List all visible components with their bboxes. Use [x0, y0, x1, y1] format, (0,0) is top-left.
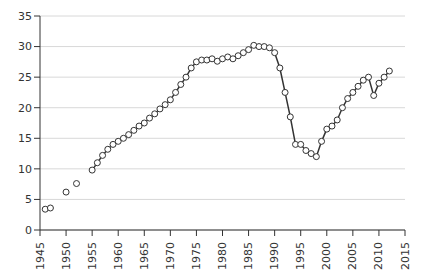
svg-text:1965: 1965	[138, 242, 151, 270]
svg-text:2005: 2005	[346, 242, 359, 270]
svg-text:1970: 1970	[164, 242, 177, 270]
svg-text:1945: 1945	[34, 242, 47, 270]
svg-text:15: 15	[18, 132, 32, 145]
svg-text:20: 20	[18, 102, 32, 115]
svg-text:35: 35	[18, 10, 32, 23]
svg-text:1955: 1955	[86, 242, 99, 270]
svg-text:25: 25	[18, 71, 32, 84]
svg-text:10: 10	[18, 163, 32, 176]
svg-text:5: 5	[25, 193, 32, 206]
svg-text:1990: 1990	[268, 242, 281, 270]
svg-text:1995: 1995	[294, 242, 307, 270]
svg-text:2000: 2000	[320, 242, 333, 270]
svg-text:1975: 1975	[190, 242, 203, 270]
svg-text:0: 0	[25, 224, 32, 237]
svg-text:1960: 1960	[112, 242, 125, 270]
svg-text:1950: 1950	[60, 242, 73, 270]
svg-text:1980: 1980	[216, 242, 229, 270]
svg-text:2010: 2010	[372, 242, 385, 270]
svg-text:2015: 2015	[399, 242, 412, 270]
svg-text:30: 30	[18, 40, 32, 53]
svg-text:1985: 1985	[242, 242, 255, 270]
